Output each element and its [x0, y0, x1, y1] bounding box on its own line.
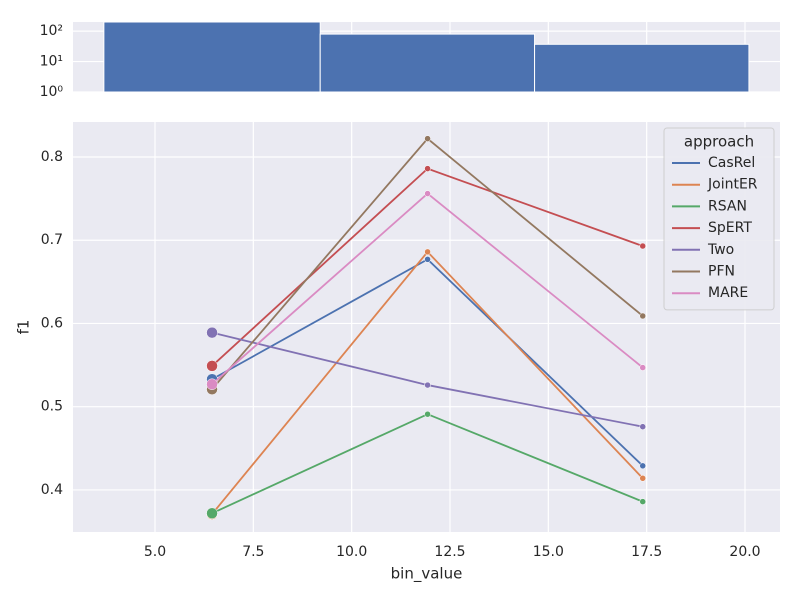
- x-axis-label: bin_value: [391, 565, 463, 584]
- legend: approach CasRel JointER RSAN SpERT Two PFN MARE: [663, 127, 775, 311]
- bar: [319, 33, 536, 93]
- point: [206, 360, 218, 372]
- legend-box: [663, 127, 775, 311]
- legend-label: MARE: [708, 285, 748, 301]
- bar: [534, 43, 750, 93]
- point: [639, 498, 646, 505]
- point: [424, 248, 431, 256]
- point: [424, 256, 431, 263]
- y-tick-label: 0.5: [41, 399, 63, 415]
- legend-title: approach: [684, 133, 754, 151]
- x-tick-label: 7.5: [242, 544, 264, 560]
- y-axis-label: f1: [15, 320, 33, 335]
- y-tick-label: 0.7: [41, 232, 63, 248]
- point: [206, 326, 218, 339]
- point: [206, 378, 218, 390]
- point: [424, 135, 431, 142]
- y-tick-label: 0.8: [41, 149, 63, 165]
- y-tick-label: 10¹: [40, 54, 63, 70]
- y-tick-label: 10⁰: [40, 84, 64, 100]
- legend-label: JointER: [707, 177, 758, 193]
- point: [639, 475, 646, 482]
- point: [639, 462, 646, 470]
- x-tick-label: 10.0: [336, 544, 367, 560]
- x-tick-label: 15.0: [533, 544, 564, 560]
- plot-background: [73, 122, 780, 532]
- point: [639, 312, 646, 320]
- point: [424, 165, 431, 172]
- legend-label: PFN: [708, 264, 735, 280]
- legend-label: SpERT: [708, 220, 752, 236]
- x-tick-label: 17.5: [631, 544, 662, 560]
- x-tick-label: 12.5: [434, 544, 465, 560]
- point: [424, 381, 431, 389]
- legend-label: CasRel: [708, 155, 755, 171]
- legend-label: RSAN: [708, 198, 747, 214]
- point: [639, 364, 646, 371]
- legend-label: Two: [707, 242, 734, 258]
- point: [639, 242, 646, 250]
- bar: [103, 21, 321, 93]
- x-tick-label: 5.0: [144, 544, 166, 560]
- point: [639, 423, 646, 430]
- y-tick-label: 0.6: [41, 315, 63, 331]
- y-tick-label: 0.4: [41, 482, 63, 498]
- x-tick-label: 20.0: [729, 544, 760, 560]
- point: [206, 507, 218, 520]
- y-tick-label: 10²: [40, 23, 63, 39]
- point: [424, 410, 431, 418]
- point: [424, 190, 431, 197]
